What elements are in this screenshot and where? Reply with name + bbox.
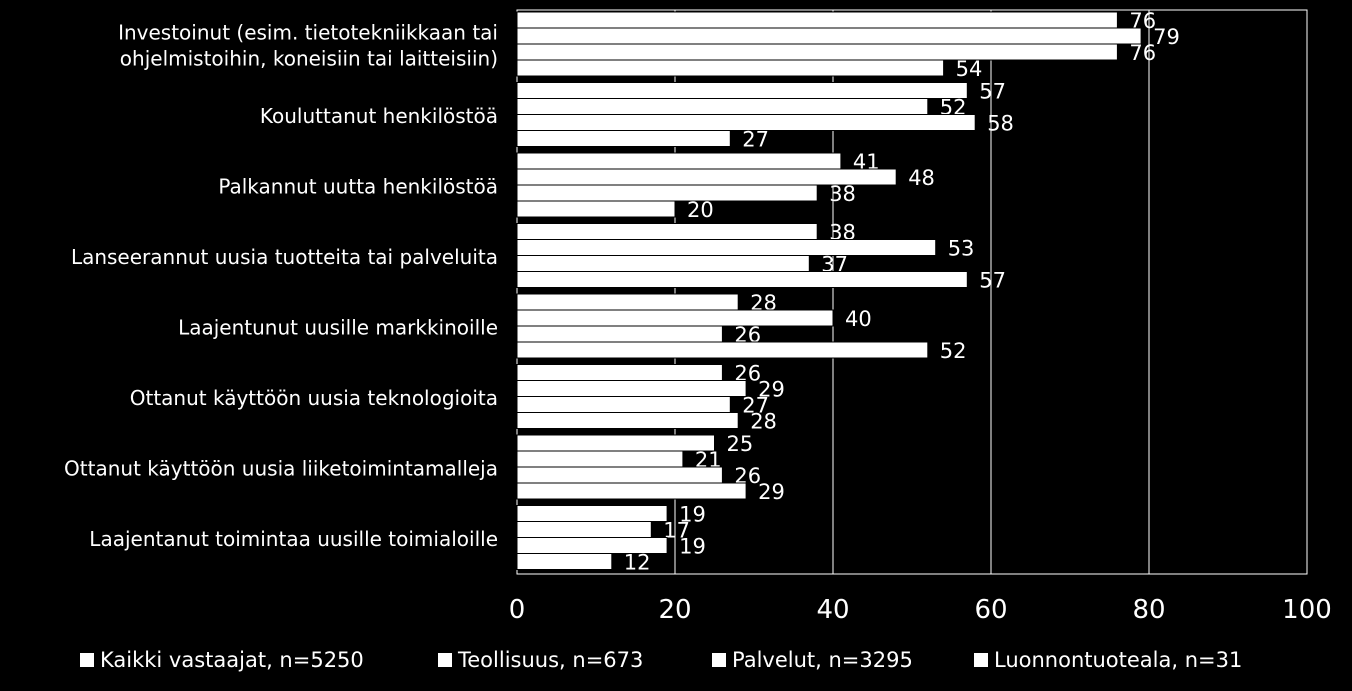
- category-label-6: Ottanut käyttöön uusia liiketoimintamall…: [64, 456, 498, 480]
- bar-s0-c3: [516, 223, 818, 240]
- bar-s2-c4: [516, 325, 723, 343]
- bar-s2-c1: [516, 114, 976, 131]
- x-tick-label-0: 0: [509, 595, 526, 625]
- legend-swatch-palvelut: [712, 653, 726, 667]
- bar-s2-c2: [516, 184, 818, 202]
- value-label-s2-c7: 19: [679, 535, 706, 559]
- value-label-s2-c0: 76: [1129, 41, 1156, 65]
- legend-swatch-kaikki: [80, 653, 94, 667]
- bar-s0-c0: [516, 11, 1118, 29]
- value-label-s1-c2: 48: [908, 166, 935, 190]
- bar-s3-c4: [516, 341, 929, 359]
- category-label-3: Lanseerannut uusia tuotteita tai palvelu…: [71, 245, 498, 269]
- value-label-s1-c7: 17: [663, 519, 690, 543]
- legend-label-kaikki: Kaikki vastaajat, n=5250: [100, 648, 364, 672]
- x-tick-label-100: 100: [1282, 595, 1332, 625]
- bar-chart: 0 20 40 60 80 100 Investoinut (esim. tietotekn…: [64, 9, 1332, 625]
- bar-s3-c2: [516, 200, 676, 218]
- category-label-0-line-0: Investoinut (esim. tietotekniikkaan tai: [118, 20, 498, 44]
- value-label-s3-c5: 28: [750, 410, 777, 434]
- bar-s2-c3: [516, 255, 810, 272]
- value-label-s0-c1: 57: [979, 80, 1006, 104]
- category-label-4: Laajentunut uusille markkinoille: [178, 315, 498, 339]
- legend-item-teollisuus: Teollisuus, n=673: [438, 648, 643, 672]
- legend-label-palvelut: Palvelut, n=3295: [732, 648, 913, 672]
- x-tick-label-60: 60: [974, 595, 1007, 625]
- x-tick-label-40: 40: [816, 595, 849, 625]
- bar-s1-c3: [516, 239, 937, 256]
- legend: Kaikki vastaajat, n=5250 Teollisuus, n=6…: [80, 648, 1340, 680]
- x-tick-label-80: 80: [1132, 595, 1165, 625]
- value-label-s3-c1: 27: [742, 128, 769, 152]
- bar-s3-c6: [516, 482, 747, 500]
- legend-item-kaikki: Kaikki vastaajat, n=5250: [80, 648, 364, 672]
- bar-s2-c6: [516, 466, 723, 484]
- category-label-5: Ottanut käyttöön uusia teknologioita: [130, 386, 498, 410]
- value-label-s3-c3: 57: [979, 269, 1006, 293]
- plot-frame: [516, 9, 1308, 575]
- bar-s1-c7: [516, 521, 652, 538]
- value-label-s1-c4: 40: [845, 307, 872, 331]
- category-label-2: Palkannut uutta henkilöstöä: [218, 174, 498, 198]
- legend-swatch-luonnontuoteala: [974, 653, 988, 667]
- value-label-s1-c5: 29: [758, 378, 785, 402]
- bar-s3-c3: [516, 271, 968, 288]
- bar-s0-c7: [516, 505, 668, 522]
- bar-s3-c0: [516, 59, 945, 77]
- legend-label-luonnontuoteala: Luonnontuoteala, n=31: [994, 648, 1243, 672]
- value-label-s0-c6: 25: [727, 432, 754, 456]
- category-label-7: Laajentanut toimintaa uusille toimialoil…: [89, 527, 498, 551]
- bar-s1-c1: [516, 98, 929, 115]
- bar-s1-c4: [516, 309, 834, 327]
- bar-s0-c2: [516, 152, 842, 170]
- value-label-s3-c7: 12: [624, 551, 651, 575]
- bar-s0-c6: [516, 434, 715, 452]
- value-label-s0-c7: 19: [679, 503, 706, 527]
- legend-label-teollisuus: Teollisuus, n=673: [458, 648, 644, 672]
- value-label-s1-c0: 79: [1153, 25, 1180, 49]
- bar-s3-c1: [516, 130, 731, 147]
- value-label-s2-c1: 58: [987, 112, 1014, 136]
- value-label-s3-c0: 54: [956, 57, 983, 81]
- value-label-s2-c2: 38: [829, 182, 856, 206]
- bar-s0-c4: [516, 293, 739, 311]
- legend-swatch-teollisuus: [438, 653, 452, 667]
- value-label-s3-c4: 52: [940, 339, 967, 363]
- value-label-s1-c3: 53: [948, 237, 975, 261]
- bar-s2-c0: [516, 43, 1118, 61]
- bar-s0-c1: [516, 82, 968, 99]
- legend-item-palvelut: Palvelut, n=3295: [712, 648, 913, 672]
- value-label-s2-c5: 27: [742, 394, 769, 418]
- legend-item-luonnontuoteala: Luonnontuoteala, n=31: [974, 648, 1242, 672]
- bar-s1-c5: [516, 380, 747, 397]
- bar-s1-c6: [516, 450, 684, 468]
- bar-s0-c5: [516, 364, 723, 381]
- bar-s3-c5: [516, 412, 739, 429]
- bar-s3-c7: [516, 553, 613, 570]
- value-label-s3-c2: 20: [687, 198, 714, 222]
- category-label-0-line-1: ohjelmistoihin, koneisiin tai laitteisii…: [120, 46, 498, 70]
- value-label-s3-c6: 29: [758, 480, 785, 504]
- x-tick-label-20: 20: [658, 595, 691, 625]
- bar-s2-c5: [516, 396, 731, 413]
- category-label-1: Kouluttanut henkilöstöä: [260, 104, 498, 128]
- bar-s1-c0: [516, 27, 1142, 45]
